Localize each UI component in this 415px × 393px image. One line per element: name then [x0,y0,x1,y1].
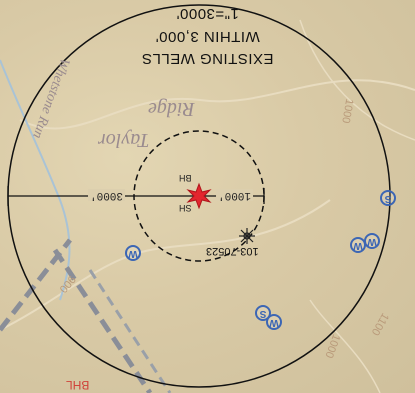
terrain-contour [299,19,415,141]
distance-label-1000: 1000' [216,189,254,201]
well-symbol[interactable]: W [125,245,141,261]
ridge-name-label: Taylor [98,129,150,151]
terrain-contour [0,199,331,331]
terrain-contour [19,79,415,130]
road-dashed [52,248,153,393]
center-well-marker [186,182,212,210]
road-dashed [88,269,172,393]
sh-label: SH [179,203,192,213]
terrain-contour [309,299,381,393]
well-symbol[interactable]: S [255,305,271,321]
well-symbol[interactable]: W [364,233,380,249]
ridge-label: Ridge [148,98,195,120]
well-symbol[interactable]: S [380,190,396,206]
bhl-label: BHL [66,378,90,392]
existing-well-symbol [239,228,255,244]
title-scale: 1"=3000' [176,5,239,22]
title-line-2: WITHIN 3,000' [155,28,260,45]
distance-label-3000: 3000' [88,189,126,201]
well-id-label: 103-70523 [206,245,259,257]
bh-label: BH [179,173,192,183]
